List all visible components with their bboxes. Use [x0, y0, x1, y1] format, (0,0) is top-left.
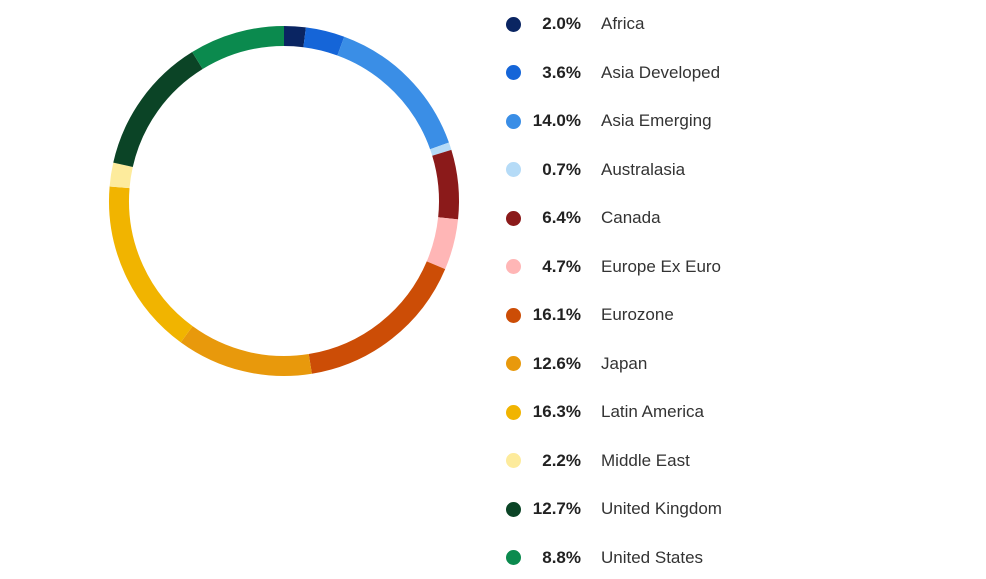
donut-slice-eurozone[interactable]: [308, 261, 446, 374]
legend-swatch: [506, 550, 521, 565]
legend-percent: 8.8%: [542, 547, 581, 567]
legend-percent: 0.7%: [542, 159, 581, 179]
legend-item: 4.7% Europe Ex Euro: [503, 252, 963, 282]
legend-item: 16.1% Eurozone: [503, 300, 963, 330]
legend-percent: 12.7%: [532, 499, 581, 518]
legend-swatch: [506, 259, 521, 274]
legend-item: 2.0% Africa: [503, 9, 963, 39]
legend-label: Asia Emerging: [601, 111, 712, 130]
legend-percent: 4.7%: [542, 256, 581, 276]
legend-label: Eurozone: [601, 305, 674, 324]
donut-slice-asia-developed[interactable]: [303, 27, 345, 56]
donut-slice-japan[interactable]: [180, 326, 312, 376]
legend-label: Latin America: [601, 402, 704, 421]
donut-slice-united-kingdom[interactable]: [113, 52, 203, 168]
legend-item: 3.6% Asia Developed: [503, 58, 963, 88]
donut-slice-canada[interactable]: [432, 149, 459, 220]
legend-item: 16.3% Latin America: [503, 397, 963, 427]
legend-percent: 14.0%: [532, 111, 581, 130]
legend-swatch: [506, 210, 521, 226]
legend-percent: 6.4%: [542, 208, 581, 227]
donut-slice-united-states[interactable]: [192, 26, 285, 70]
legend-item: 6.4% Canada: [503, 203, 963, 233]
legend-percent: 16.3%: [532, 402, 581, 421]
legend-percent: 16.1%: [532, 305, 581, 324]
legend-percent: 2.0%: [542, 14, 581, 33]
legend-swatch: [506, 65, 521, 80]
donut-slice-australasia[interactable]: [430, 142, 452, 156]
legend-swatch: [506, 113, 521, 129]
legend-swatch: [506, 162, 521, 177]
legend-label: United States: [601, 547, 704, 567]
legend-swatch: [506, 356, 521, 371]
legend-swatch: [506, 453, 521, 468]
legend-percent: 2.2%: [542, 450, 581, 470]
legend-percent: 12.6%: [532, 353, 581, 373]
legend-swatch: [506, 16, 521, 32]
legend-label: Middle East: [601, 450, 690, 470]
donut-slice-middle-east[interactable]: [109, 162, 133, 189]
legend-label: Africa: [601, 14, 645, 33]
legend-label: Europe Ex Euro: [601, 256, 722, 276]
donut-slice-latin-america[interactable]: [109, 186, 193, 343]
legend-label: Canada: [601, 208, 661, 227]
legend-swatch: [506, 404, 521, 420]
donut-slice-asia-emerging[interactable]: [337, 36, 449, 150]
donut-slice-africa[interactable]: [283, 26, 306, 48]
legend-item: 12.6% Japan: [503, 349, 963, 379]
legend-percent: 3.6%: [542, 62, 581, 82]
legend-item: 14.0% Asia Emerging: [503, 106, 963, 136]
legend-item: 8.8% United States: [503, 543, 963, 573]
legend-label: Australasia: [601, 159, 686, 179]
legend-swatch: [506, 307, 521, 323]
legend-item: 12.7% United Kingdom: [503, 494, 963, 524]
donut-slice-europe-ex-euro[interactable]: [426, 217, 459, 270]
legend-item: 2.2% Middle East: [503, 446, 963, 476]
legend-label: United Kingdom: [601, 499, 722, 518]
legend-label: Asia Developed: [601, 62, 721, 82]
legend-swatch: [506, 501, 521, 517]
donut-chart: [109, 26, 459, 376]
legend-item: 0.7% Australasia: [503, 155, 963, 185]
legend-label: Japan: [601, 353, 648, 373]
